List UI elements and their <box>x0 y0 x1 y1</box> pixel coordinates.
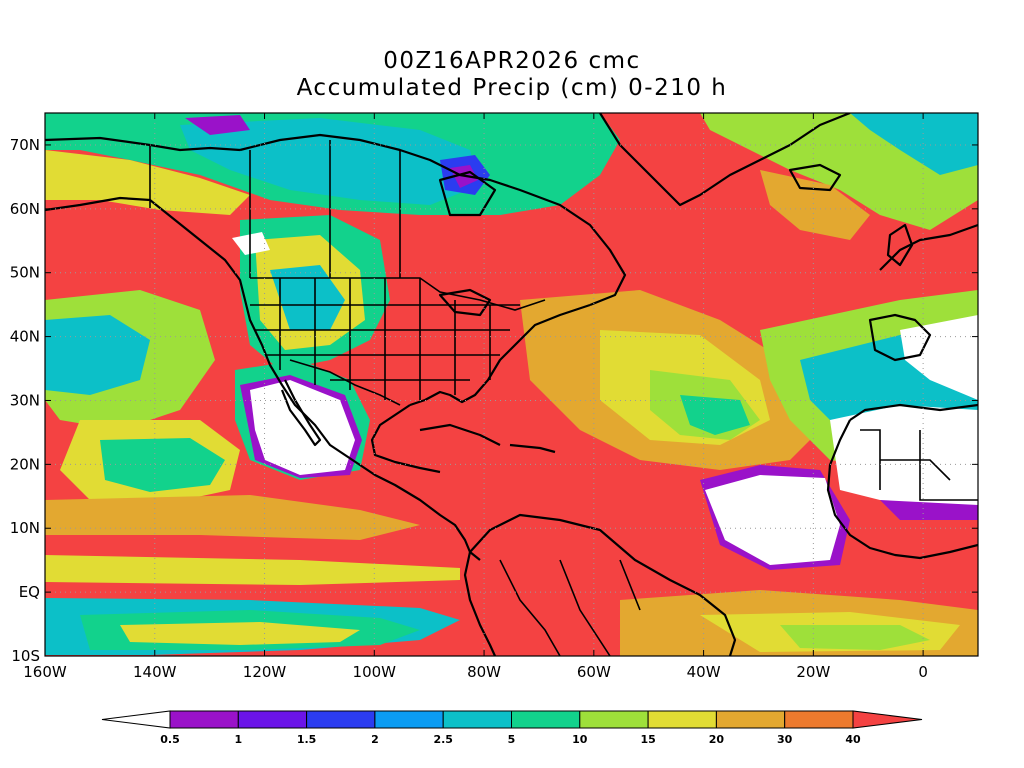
colorbar-segment <box>306 710 376 729</box>
colorbar-label: 40 <box>845 733 861 746</box>
lon-label: 100W <box>353 663 397 681</box>
colorbar-label: 20 <box>709 733 725 746</box>
coast-alaska <box>45 196 481 561</box>
coast-hispaniola <box>509 443 556 454</box>
field-arctic-purple <box>185 115 250 135</box>
colorbar-label: 0.5 <box>160 733 180 746</box>
colorbar-arrow-low <box>101 710 171 729</box>
field-iberia-dry <box>900 315 978 400</box>
lat-label: 60N <box>10 200 40 218</box>
coast-baja <box>280 379 322 447</box>
colorbar-segment <box>442 710 513 729</box>
field-satl-green <box>780 625 930 650</box>
lat-label: 10S <box>11 647 40 665</box>
colorbar-segment <box>511 710 581 729</box>
colorbar-label: 30 <box>777 733 793 746</box>
colorbar-label: 2 <box>371 733 379 746</box>
colorbar-segment <box>237 710 308 729</box>
lat-label: 70N <box>10 136 40 154</box>
coast-cuba <box>419 423 501 446</box>
coast-africa <box>849 403 978 421</box>
coast-gulf <box>370 404 441 474</box>
field-wus-cyan <box>270 265 345 330</box>
colorbar-segment <box>647 710 717 729</box>
field-eqpac-yellow2 <box>120 622 360 645</box>
coast-us-east <box>409 303 591 407</box>
field-pac-cyan1 <box>45 315 150 395</box>
lon-label: 80W <box>467 663 501 681</box>
field-catl-teal <box>680 395 750 435</box>
lat-label: 10N <box>10 519 40 537</box>
field-nafrica-purple <box>880 500 978 520</box>
lat-label: 40N <box>10 328 40 346</box>
colorbar-label: 2.5 <box>433 733 453 746</box>
colorbar-label: 10 <box>572 733 588 746</box>
colorbar: 0.5 1 1.5 2 2.5 5 10 15 20 30 40 <box>101 710 923 746</box>
lat-label: 50N <box>10 264 40 282</box>
lon-label: 160W <box>23 663 67 681</box>
field-natl-orange <box>760 170 870 240</box>
coast-iceland <box>788 163 842 192</box>
field-eqpac-yellow <box>45 555 460 585</box>
colorbar-label: 15 <box>640 733 655 746</box>
lon-label: 120W <box>243 663 287 681</box>
coast-greenland <box>599 113 851 207</box>
coast-europe <box>879 223 978 271</box>
map-title: 00Z16APR2026 cmc <box>383 48 641 74</box>
coast-africa-west <box>826 419 978 560</box>
colorbar-segment <box>169 710 239 729</box>
colorbar-segment <box>374 710 444 729</box>
precip-field <box>45 113 978 656</box>
plot-frame <box>44 112 979 657</box>
lon-label: 40W <box>687 663 721 681</box>
border-us-canada <box>250 277 546 311</box>
coast-canada-arctic <box>239 133 627 307</box>
field-pac-orange <box>45 495 420 540</box>
colorbar-label: 1 <box>234 733 242 746</box>
coast-iberia <box>868 313 932 362</box>
coast-hudson <box>438 170 497 217</box>
coast-uk <box>886 223 914 267</box>
colorbar-label: 1.5 <box>297 733 317 746</box>
colorbar-label: 5 <box>508 733 516 746</box>
colorbar-arrow-high <box>852 710 923 729</box>
lat-labels: 70N 60N 50N 40N 30N 20N 10N EQ 10S <box>10 136 40 665</box>
lon-label: 20W <box>796 663 830 681</box>
field-pac-green2 <box>100 438 225 492</box>
coast-samerica-west <box>463 551 497 656</box>
axis-ticks <box>44 113 978 657</box>
colorbar-segment <box>579 710 649 729</box>
lon-label: 0 <box>918 663 928 681</box>
lon-label: 140W <box>133 663 177 681</box>
lat-label: EQ <box>19 583 40 601</box>
border-samerica <box>499 559 641 656</box>
colorbar-segment <box>784 710 854 729</box>
lon-labels: 160W 140W 120W 100W 80W 60W 40W 20W 0 <box>23 663 928 681</box>
lat-label: 30N <box>10 391 40 409</box>
field-sahara-dry <box>705 475 840 565</box>
field-arctic-yellow <box>45 150 250 215</box>
border-us-mexico <box>289 359 401 406</box>
field-nafrica-dry <box>830 405 978 510</box>
colorbar-segment <box>715 710 786 729</box>
lon-label: 60W <box>577 663 611 681</box>
field-natl-teal <box>850 113 978 175</box>
border-africa <box>860 429 978 501</box>
coast-samerica <box>469 513 737 656</box>
coastlines <box>45 113 978 656</box>
field-wus-dry1 <box>232 232 270 255</box>
coast-alaska-north <box>45 136 241 152</box>
map-subtitle: Accumulated Precip (cm) 0-210 h <box>296 75 728 101</box>
lat-label: 20N <box>10 455 40 473</box>
coast-greatlakes <box>438 288 492 317</box>
